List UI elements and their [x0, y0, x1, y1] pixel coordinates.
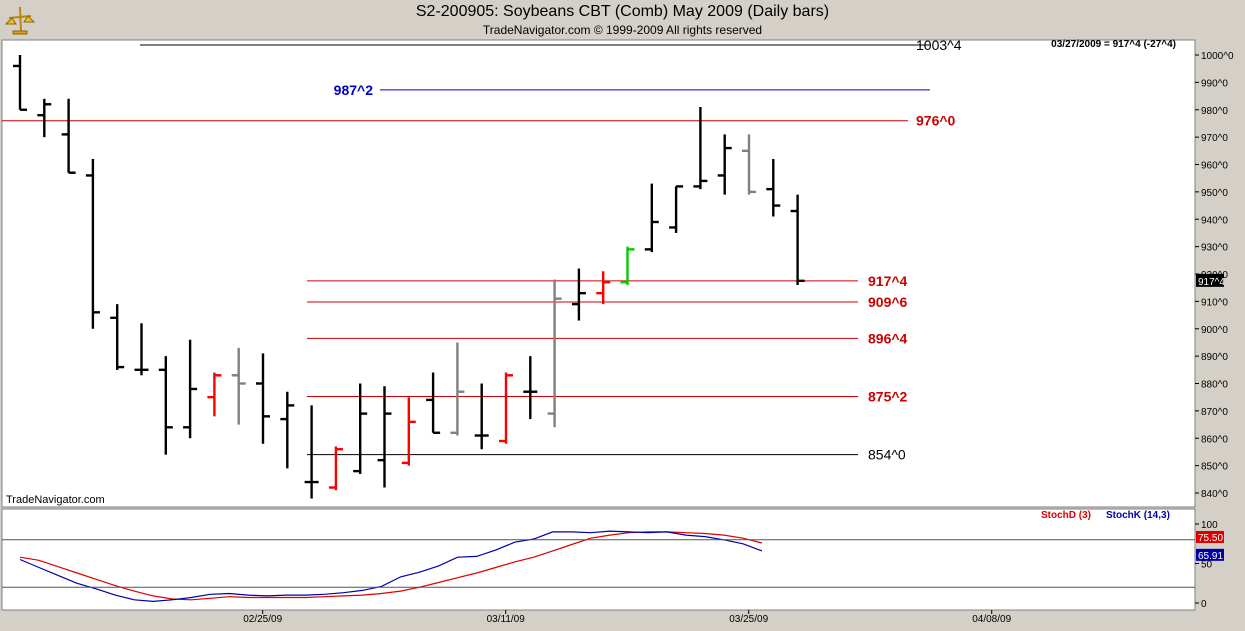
price-bar — [742, 134, 756, 195]
stochastic-lines: 65.91 75.50 — [19, 530, 1224, 603]
title-bar: S2-200905: Soybeans CBT (Comb) May 2009 … — [0, 0, 1245, 40]
price-tick-label: 870^0 — [1201, 407, 1228, 418]
price-bar — [353, 383, 368, 474]
trade-navigator-logo — [4, 6, 36, 35]
price-bar — [669, 185, 684, 233]
price-tick-label: 940^0 — [1201, 215, 1228, 226]
price-tick-label: 880^0 — [1201, 380, 1228, 391]
stochastic-plot-background — [1, 508, 1196, 611]
price-bar — [256, 353, 270, 444]
price-bar — [158, 356, 173, 455]
level-label: 896^4 — [868, 330, 908, 346]
price-bar — [766, 159, 781, 217]
date-axis: 02/25/09 03/11/09 03/25/09 04/08/09 — [243, 610, 1012, 625]
price-bar — [620, 246, 635, 285]
stoch-tick-label: 50 — [1201, 560, 1213, 571]
date-tick-label: 04/08/09 — [972, 614, 1011, 625]
level-lines: 1003^4 987^2 976^0 917^4 909^6 896^4 875^2 854^… — [2, 37, 962, 463]
price-tick-label: 860^0 — [1201, 434, 1228, 445]
price-bar — [790, 194, 805, 285]
last-price-marker — [1196, 273, 1224, 287]
stoch-tick-label: 100 — [1201, 520, 1218, 531]
price-tick-label: 910^0 — [1201, 297, 1228, 308]
price-bar — [304, 405, 319, 499]
price-bar — [134, 323, 149, 376]
price-plot-background — [1, 39, 1196, 508]
price-bar — [571, 268, 586, 321]
price-bar — [401, 397, 416, 466]
stoch-k-line — [19, 530, 763, 603]
price-bar — [523, 356, 538, 420]
price-bar — [377, 386, 392, 488]
chart-title: S2-200905: Soybeans CBT (Comb) May 2009 … — [415, 3, 830, 20]
price-bar — [280, 391, 295, 469]
price-bar — [547, 279, 562, 428]
stoch-k-last-marker — [1196, 548, 1224, 561]
price-bar — [426, 372, 441, 434]
price-tick-label: 950^0 — [1201, 188, 1228, 199]
price-tick-label: 960^0 — [1201, 161, 1228, 172]
price-tick-label: 970^0 — [1201, 133, 1228, 144]
price-bar — [499, 372, 513, 444]
stochastic-panel: StochD (3) StochK (14,3) 65.91 75.50 100 5… — [1, 508, 1224, 611]
date-tick-label: 02/25/09 — [243, 614, 282, 625]
price-bar — [693, 107, 708, 190]
price-tick-label: 900^0 — [1201, 325, 1228, 336]
price-bar — [644, 183, 659, 253]
price-tick-label: 980^0 — [1201, 106, 1228, 117]
price-bar — [183, 339, 198, 439]
price-bar — [207, 372, 222, 417]
price-tick-label: 990^0 — [1201, 78, 1228, 89]
price-bar — [85, 159, 100, 329]
stoch-k-last-label: 65.91 — [1198, 551, 1223, 562]
last-price-label: 917^4 — [1198, 277, 1225, 288]
level-label: 875^2 — [868, 389, 908, 405]
level-label: 854^0 — [868, 447, 906, 463]
copyright-text: TradeNavigator.com © 1999-2009 All right… — [482, 23, 763, 37]
level-label: 1003^4 — [916, 37, 962, 53]
level-label: 976^0 — [916, 113, 956, 129]
price-bar — [717, 134, 732, 195]
price-tick-label: 850^0 — [1201, 462, 1228, 473]
price-tick-label: 1000^0 — [1201, 51, 1234, 62]
price-bar — [37, 98, 52, 138]
price-bars — [13, 55, 805, 499]
stoch-tick-label: 0 — [1201, 599, 1207, 610]
date-tick-label: 03/11/09 — [487, 614, 526, 625]
stoch-d-legend: StochD (3) — [1041, 510, 1091, 521]
price-axis: 1000^0 990^0 980^0 970^0 960^0 950^0 940^0 930^… — [1194, 40, 1234, 507]
stochastic-axis: 100 50 0 — [2, 509, 1218, 610]
level-label: 909^6 — [868, 294, 908, 310]
date-tick-label: 03/25/09 — [729, 614, 768, 625]
price-bar — [110, 304, 125, 370]
price-bar — [450, 342, 465, 436]
stoch-d-last-marker — [1196, 530, 1224, 543]
price-bar — [328, 446, 343, 491]
price-bar — [61, 98, 76, 174]
price-tick-label: 840^0 — [1201, 489, 1228, 500]
price-readout: 03/27/2009 = 917^4 (-27^4) — [1051, 39, 1176, 50]
price-bar — [474, 383, 489, 450]
price-bar — [13, 55, 27, 111]
price-tick-label: 930^0 — [1201, 243, 1228, 254]
price-bar — [231, 347, 246, 425]
price-bar — [596, 271, 611, 305]
price-tick-label: 890^0 — [1201, 352, 1228, 363]
level-label: 987^2 — [334, 82, 374, 98]
stoch-k-legend: StochK (14,3) — [1106, 510, 1170, 521]
level-label: 917^4 — [868, 273, 908, 289]
stoch-d-last-label: 75.50 — [1198, 533, 1223, 544]
watermark-text: TradeNavigator.com — [6, 494, 105, 506]
price-panel: 03/27/2009 = 917^4 (-27^4) TradeNavigato… — [1, 37, 1234, 508]
